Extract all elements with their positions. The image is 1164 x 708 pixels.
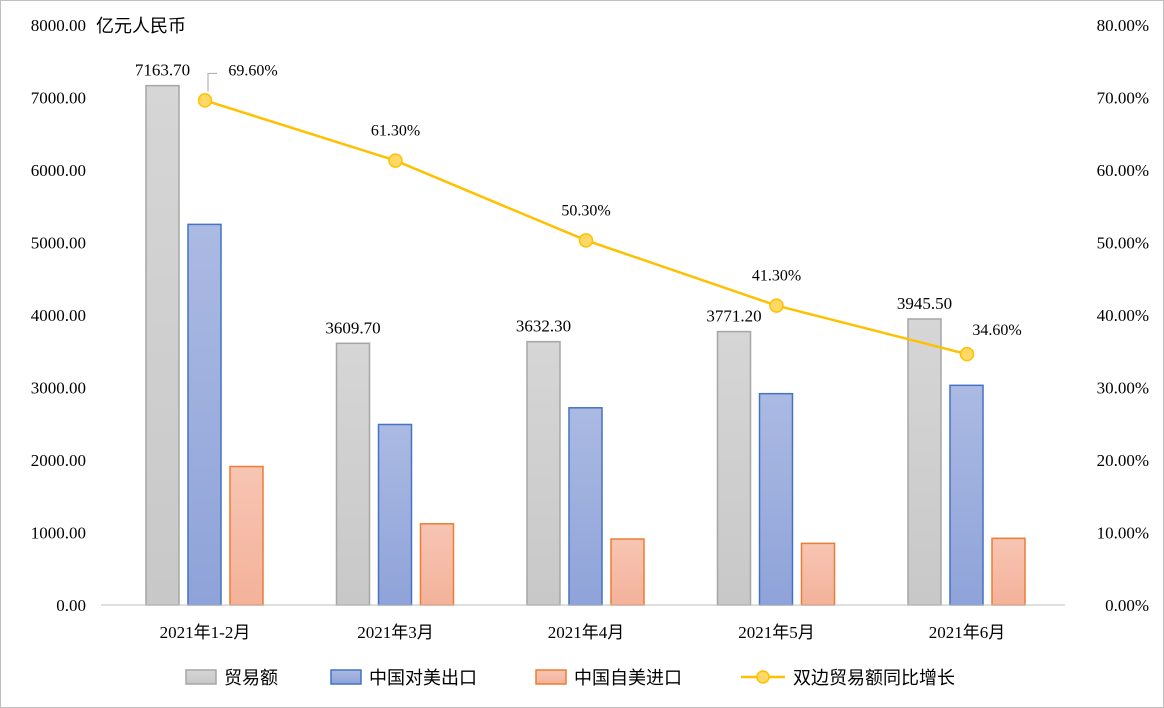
growth-point xyxy=(197,93,213,108)
y2-tick-label: 80.00% xyxy=(1097,16,1149,35)
x-category-label: 2021年4月 xyxy=(548,623,625,642)
x-category-label: 2021年3月 xyxy=(357,623,434,642)
legend-label: 中国对美出口 xyxy=(369,668,477,689)
y-tick-label: 3000.00 xyxy=(31,379,86,398)
bar-3-1 xyxy=(229,465,264,606)
bar-1-3 xyxy=(526,340,561,606)
bar-3-2 xyxy=(419,523,455,606)
bar-2-4 xyxy=(758,392,794,606)
y2-tick-label: 50.00% xyxy=(1097,234,1149,253)
y-tick-label: 8000.00 xyxy=(31,16,86,35)
bar-data-label: 3632.30 xyxy=(516,317,571,336)
growth-point xyxy=(769,298,784,313)
bar-1-2 xyxy=(335,342,371,606)
y-axis-unit-label: 亿元人民币 xyxy=(96,16,186,37)
y2-tick-label: 30.00% xyxy=(1097,379,1149,398)
bar-2-3 xyxy=(568,407,603,606)
growth-data-label: 61.30% xyxy=(371,123,420,140)
growth-point xyxy=(959,346,975,362)
y-tick-label: 1000.00 xyxy=(31,524,86,543)
growth-data-label: 34.60% xyxy=(972,322,1021,339)
y2-tick-label: 10.00% xyxy=(1097,524,1149,543)
label-leader-line xyxy=(207,72,217,92)
growth-data-label: 69.60% xyxy=(228,62,277,79)
y2-tick-label: 0.00% xyxy=(1105,596,1149,615)
bar-3-5 xyxy=(991,537,1026,606)
growth-point xyxy=(388,153,403,168)
legend-swatch xyxy=(185,669,217,685)
bar-series-group: 7163.70 3609.70 3632.30 3771.20 3945.50 xyxy=(135,61,1026,606)
y-tick-label: 2000.00 xyxy=(31,451,86,470)
bar-data-label: 3945.50 xyxy=(897,294,952,313)
legend-label: 双边贸易额同比增长 xyxy=(793,668,955,689)
y-tick-label: 4000.00 xyxy=(31,306,86,325)
y2-tick-label: 70.00% xyxy=(1097,89,1149,108)
legend: 贸易额 中国对美出口 中国自美进口 双边贸易额同比增长 xyxy=(185,668,955,689)
bar-2-2 xyxy=(377,423,413,606)
bar-3-3 xyxy=(610,538,645,606)
x-axis-categories: 2021年1-2月 2021年3月 2021年4月 2021年5月 2021年6月 xyxy=(160,623,1006,642)
legend-swatch xyxy=(535,669,567,685)
y-axis-left: 0.00 1000.00 2000.00 3000.00 4000.00 5000.00 6… xyxy=(31,16,86,615)
y2-tick-label: 40.00% xyxy=(1097,306,1149,325)
growth-data-label: 41.30% xyxy=(752,268,801,285)
y-tick-label: 7000.00 xyxy=(31,89,86,108)
bar-data-label: 3771.20 xyxy=(706,307,761,326)
growth-line xyxy=(204,99,968,356)
line-series-group: 69.60% 61.30% 50.30% 41.30% 34.60% xyxy=(197,62,1022,362)
y2-tick-label: 20.00% xyxy=(1097,451,1149,470)
legend-label: 贸易额 xyxy=(224,668,278,689)
legend-swatch xyxy=(330,669,362,685)
bar-data-label: 7163.70 xyxy=(135,61,190,80)
bar-2-1 xyxy=(187,223,222,606)
y-tick-label: 5000.00 xyxy=(31,234,86,253)
x-category-label: 2021年6月 xyxy=(929,623,1006,642)
x-category-label: 2021年5月 xyxy=(738,623,815,642)
legend-label: 中国自美进口 xyxy=(574,668,682,689)
bar-1-1 xyxy=(145,84,180,606)
bar-3-4 xyxy=(800,542,836,606)
y2-tick-label: 60.00% xyxy=(1097,161,1149,180)
legend-marker xyxy=(756,670,770,684)
bar-1-5 xyxy=(907,318,942,606)
bar-2-5 xyxy=(949,384,984,606)
bar-data-label: 3609.70 xyxy=(325,318,380,337)
y-tick-label: 0.00 xyxy=(56,596,86,615)
x-category-label: 2021年1-2月 xyxy=(160,623,251,642)
bar-1-4 xyxy=(716,330,752,606)
y-tick-label: 6000.00 xyxy=(31,161,86,180)
growth-data-label: 50.30% xyxy=(561,202,610,219)
y-axis-right: 0.00% 10.00% 20.00% 30.00% 40.00% 50.00% 60.00… xyxy=(1097,16,1149,615)
growth-point xyxy=(578,233,594,248)
